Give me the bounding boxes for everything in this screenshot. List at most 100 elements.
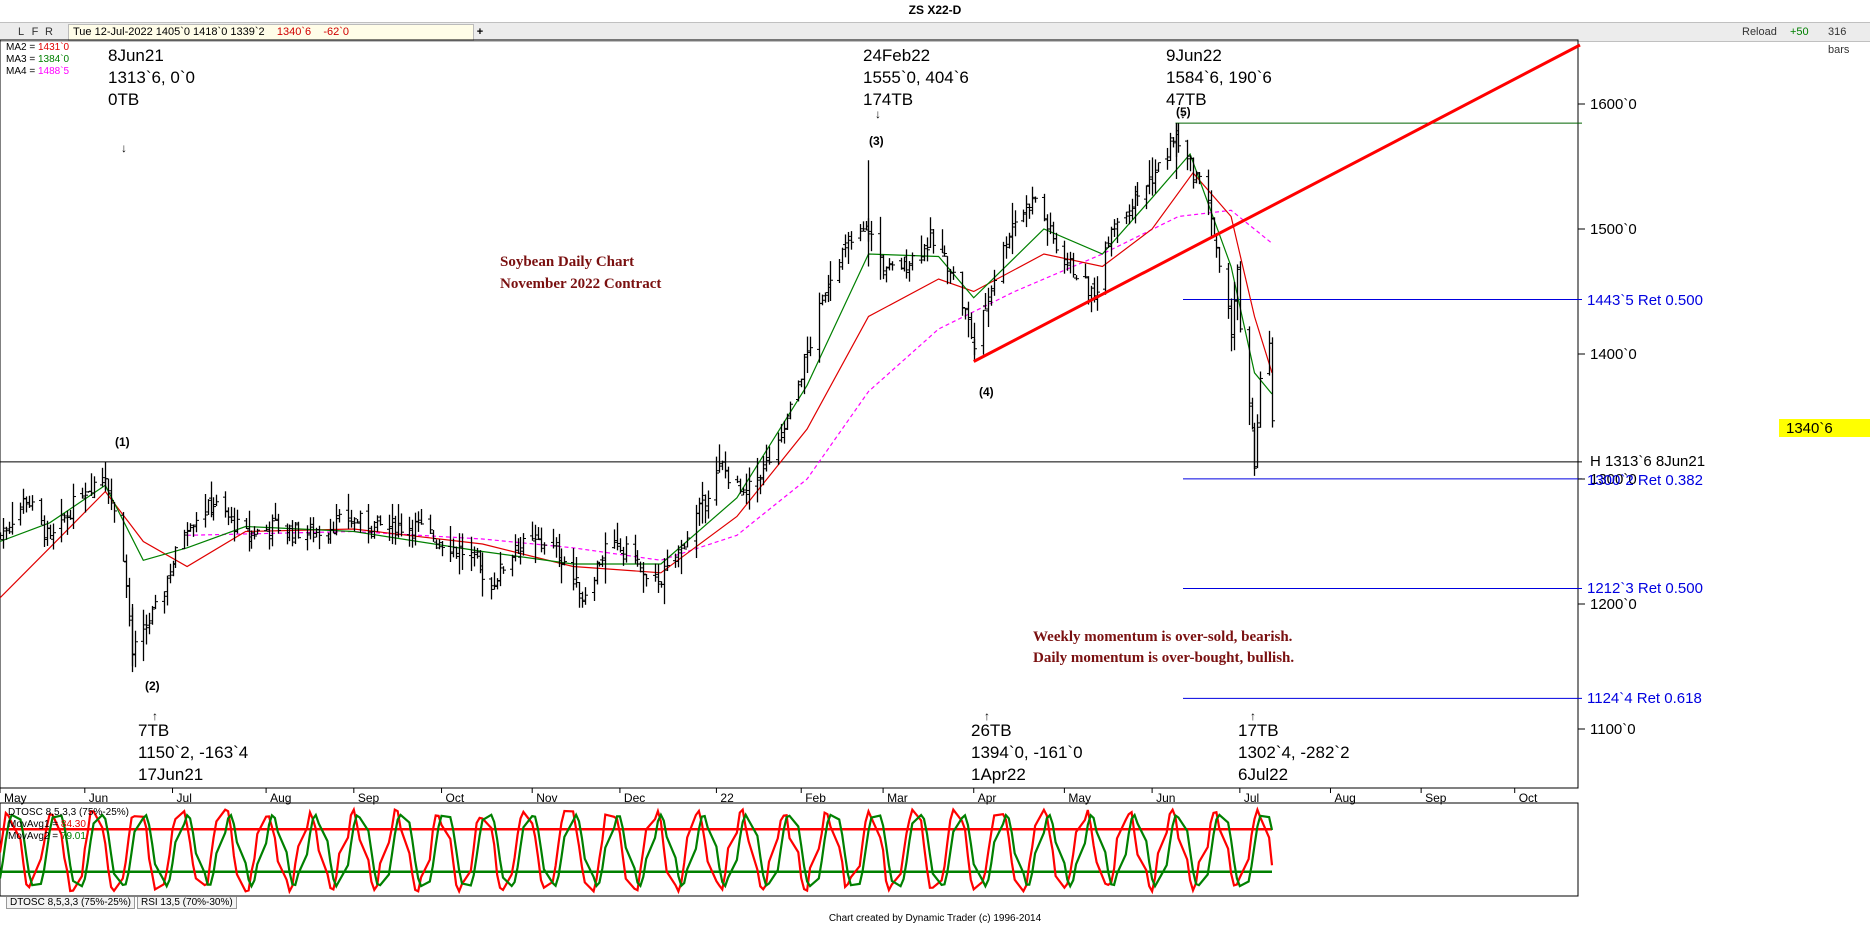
ohlc-bar: [823, 292, 828, 303]
bar-step-button[interactable]: +50: [1790, 26, 1809, 38]
ohlc-bar: [802, 353, 807, 395]
x-tick-label: Sep: [358, 791, 380, 805]
svg-text:26TB: 26TB: [971, 721, 1012, 740]
ohlc-bar: [1033, 196, 1038, 203]
ohlc-bar: [539, 527, 544, 553]
osc-title: DTOSC 8,5,3,3 (75%-25%): [8, 807, 129, 818]
ohlc-bar: [510, 554, 515, 577]
ohlc-bar: [188, 523, 193, 532]
ohlc-bar: [904, 249, 909, 279]
ohlc-bar: [518, 536, 523, 565]
ohlc-bar: [273, 502, 278, 521]
ohlc-bar: [194, 512, 199, 533]
wave-2-label: (2): [145, 679, 160, 693]
ohlc-bar: [1258, 371, 1263, 428]
ohlc-bar: [805, 336, 810, 374]
add-chart-button[interactable]: +: [476, 26, 484, 38]
ohlc-bar: [1217, 246, 1222, 273]
bar-count: 316 bars: [1828, 26, 1850, 56]
ohlc-bar: [1209, 190, 1214, 237]
ohlc-bar: [758, 474, 763, 495]
y-tick-label: 1300`0: [1590, 471, 1637, 488]
x-tick-label: Jul: [177, 791, 192, 805]
ohlc-bar: [571, 548, 576, 591]
toolbar-button-r[interactable]: R: [45, 26, 53, 38]
ohlc-bar: [311, 517, 316, 543]
ohlc-bar: [369, 525, 374, 539]
ohlc-bar: [39, 498, 44, 525]
toolbar-button-f[interactable]: F: [31, 26, 39, 38]
ohlc-bar: [703, 494, 708, 524]
ohlc-bar: [7, 521, 12, 534]
ohlc-bar: [206, 499, 211, 515]
ohlc-bar: [100, 467, 105, 487]
ohlc-bar: [428, 514, 433, 534]
osc-mavg2: MovAvg2 = 79.01: [8, 831, 86, 842]
tab-dtosc[interactable]: DTOSC 8,5,3,3 (75%-25%): [6, 897, 135, 909]
ohlc-bar: [185, 522, 190, 547]
ohlc-bar: [1, 518, 6, 549]
ohlc-bar: [1007, 232, 1012, 249]
ohlc-bar: [685, 531, 690, 548]
svg-text:1584`6, 190`6: 1584`6, 190`6: [1166, 68, 1272, 87]
ohlc-bar: [264, 524, 269, 532]
ohlc-bar: [437, 539, 442, 550]
momentum-note-1: Weekly momentum is over-sold, bearish.: [1033, 629, 1293, 645]
ohlc-bar: [843, 234, 848, 258]
x-tick-label: Aug: [270, 791, 291, 805]
ohlc-bar: [624, 536, 629, 563]
quote-ohl: Tue 12-Jul-2022 1405`0 1418`0 1339`2: [73, 26, 265, 38]
ohlc-bar: [562, 556, 567, 566]
ohlc-bar: [334, 504, 339, 536]
ohlc-bar: [1226, 262, 1231, 319]
x-tick-label: May: [1068, 791, 1091, 805]
ohlc-bar: [314, 527, 319, 538]
ohlc-bar: [615, 522, 620, 551]
ohlc-bar: [42, 515, 47, 547]
ohlc-bar: [1004, 236, 1009, 259]
ohlc-bar: [714, 456, 719, 506]
x-tick-label: 22: [720, 791, 734, 805]
svg-text:8Jun21: 8Jun21: [108, 46, 164, 65]
swing-high-jun21: 8Jun21 1313`6, 0`0 0TB ↓: [108, 46, 195, 155]
ohlc-bar: [861, 221, 866, 232]
tab-rsi[interactable]: RSI 13,5 (70%-30%): [136, 897, 237, 909]
ohlc-bar: [741, 487, 746, 496]
ohlc-bar: [942, 245, 947, 257]
ohlc-bar: [106, 478, 111, 504]
toolbar: L F R Tue 12-Jul-2022 1405`0 1418`0 1339…: [0, 22, 1870, 56]
ohlc-bar: [618, 538, 623, 553]
ohlc-bar: [869, 220, 874, 252]
osc-slow-line: [0, 812, 1274, 889]
arrow-up-icon: ↑: [984, 709, 990, 723]
ohlc-bar: [252, 526, 257, 540]
reload-button[interactable]: Reload: [1742, 26, 1777, 38]
arrow-up-icon: ↑: [152, 709, 158, 723]
ohlc-bar: [235, 509, 240, 534]
y-tick-label: 1100`0: [1590, 721, 1636, 738]
ohlc-bar: [1065, 252, 1070, 271]
ohlc-bar: [887, 258, 892, 271]
ohlc-bar: [820, 294, 825, 306]
ohlc-bar: [387, 514, 392, 541]
ohlc-bar: [147, 612, 152, 635]
ohlc-bar: [92, 476, 97, 499]
moving-averages-layer: [0, 152, 1273, 599]
ohlc-bar: [922, 243, 927, 262]
ohlc-bar: [244, 518, 249, 530]
svg-text:24Feb22: 24Feb22: [863, 46, 930, 65]
x-tick-label: Feb: [805, 791, 826, 805]
ohlc-bar: [317, 525, 322, 550]
toolbar-button-l[interactable]: L: [17, 26, 25, 38]
ohlc-bar: [840, 247, 845, 270]
ohlc-bar: [124, 554, 129, 599]
ohlc-bar: [83, 482, 88, 513]
ohlc-bar: [1214, 233, 1219, 258]
x-tick-label: Oct: [446, 791, 465, 805]
ohlc-bar: [393, 515, 398, 545]
ohlc-bar: [434, 539, 439, 550]
ohlc-bar: [764, 444, 769, 472]
ohlc-bar: [1135, 182, 1140, 206]
ohlc-bar: [621, 546, 626, 566]
